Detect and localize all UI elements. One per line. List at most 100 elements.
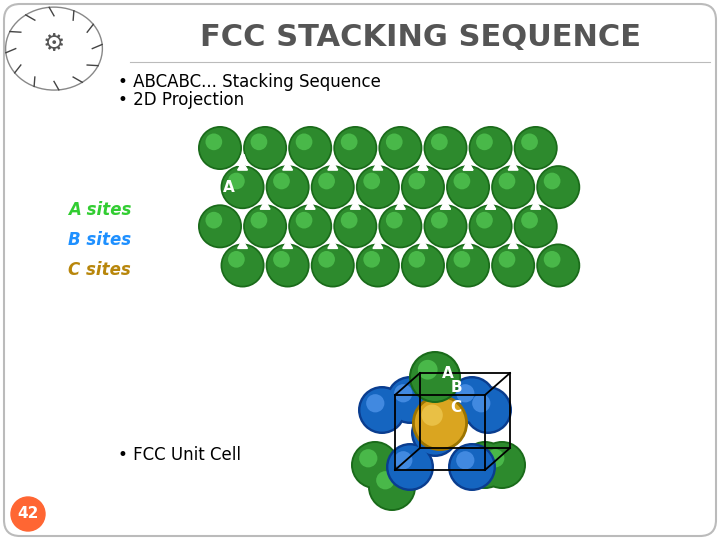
Text: A: A: [223, 180, 235, 194]
Polygon shape: [441, 201, 451, 210]
Circle shape: [376, 471, 395, 489]
Circle shape: [499, 173, 516, 190]
Circle shape: [431, 133, 448, 150]
Polygon shape: [486, 201, 495, 210]
Circle shape: [463, 443, 507, 487]
Circle shape: [401, 244, 445, 287]
Text: A: A: [442, 366, 454, 381]
Circle shape: [516, 206, 556, 247]
Circle shape: [401, 165, 445, 209]
Circle shape: [386, 443, 434, 491]
Circle shape: [386, 212, 402, 228]
Circle shape: [448, 443, 496, 491]
Text: A: A: [237, 154, 248, 169]
Text: C: C: [441, 200, 450, 213]
Circle shape: [11, 497, 45, 531]
Circle shape: [335, 206, 376, 247]
Circle shape: [312, 167, 353, 207]
Circle shape: [245, 206, 285, 247]
Circle shape: [333, 126, 377, 170]
Circle shape: [451, 446, 494, 489]
Text: 42: 42: [17, 507, 39, 522]
Circle shape: [456, 384, 474, 402]
Circle shape: [451, 379, 494, 422]
Circle shape: [356, 165, 400, 209]
Polygon shape: [373, 161, 383, 170]
Circle shape: [386, 133, 402, 150]
Circle shape: [380, 128, 420, 168]
Circle shape: [470, 128, 511, 168]
Circle shape: [341, 212, 358, 228]
Circle shape: [273, 251, 290, 268]
Circle shape: [380, 206, 420, 247]
Polygon shape: [531, 201, 541, 210]
Text: • ABCABC... Stacking Sequence: • ABCABC... Stacking Sequence: [118, 73, 381, 91]
Text: • 2D Projection: • 2D Projection: [118, 91, 244, 109]
Polygon shape: [238, 161, 248, 170]
Circle shape: [467, 388, 510, 431]
Polygon shape: [463, 161, 473, 170]
Circle shape: [251, 212, 267, 228]
Circle shape: [335, 128, 376, 168]
Circle shape: [222, 167, 263, 207]
Polygon shape: [328, 161, 338, 170]
Polygon shape: [441, 201, 451, 210]
Polygon shape: [238, 240, 248, 248]
Circle shape: [446, 244, 490, 287]
Circle shape: [469, 126, 513, 170]
Polygon shape: [508, 240, 518, 248]
Circle shape: [296, 212, 312, 228]
Polygon shape: [418, 161, 428, 170]
Circle shape: [388, 446, 431, 489]
Circle shape: [245, 128, 285, 168]
Circle shape: [311, 165, 355, 209]
Circle shape: [421, 404, 443, 426]
Circle shape: [199, 206, 240, 247]
Circle shape: [419, 417, 438, 435]
Circle shape: [220, 244, 264, 287]
Circle shape: [199, 128, 240, 168]
Circle shape: [351, 441, 399, 489]
Polygon shape: [508, 161, 518, 170]
Circle shape: [388, 379, 431, 422]
Circle shape: [205, 133, 222, 150]
Polygon shape: [463, 240, 473, 248]
Circle shape: [423, 126, 467, 170]
Circle shape: [461, 441, 509, 489]
Polygon shape: [486, 201, 495, 210]
Circle shape: [266, 165, 310, 209]
Text: B: B: [450, 380, 462, 395]
Polygon shape: [283, 240, 292, 248]
Polygon shape: [260, 201, 270, 210]
Polygon shape: [395, 201, 405, 210]
Circle shape: [366, 394, 384, 413]
FancyBboxPatch shape: [4, 4, 716, 536]
Circle shape: [423, 204, 467, 248]
Circle shape: [478, 441, 526, 489]
Circle shape: [536, 244, 580, 287]
Circle shape: [446, 165, 490, 209]
Circle shape: [431, 212, 448, 228]
Circle shape: [469, 449, 487, 468]
Circle shape: [243, 204, 287, 248]
Circle shape: [408, 173, 425, 190]
Circle shape: [290, 206, 330, 247]
Circle shape: [544, 251, 560, 268]
Circle shape: [394, 384, 413, 402]
Circle shape: [493, 245, 534, 286]
Polygon shape: [418, 240, 428, 248]
Text: C: C: [418, 161, 428, 174]
Circle shape: [426, 206, 466, 247]
Circle shape: [456, 451, 474, 469]
Circle shape: [222, 245, 263, 286]
Circle shape: [469, 204, 513, 248]
Polygon shape: [328, 240, 338, 248]
Circle shape: [356, 244, 400, 287]
Circle shape: [448, 167, 488, 207]
Circle shape: [379, 204, 423, 248]
Circle shape: [476, 133, 492, 150]
Circle shape: [415, 398, 465, 448]
Circle shape: [409, 351, 461, 403]
Text: A sites: A sites: [68, 201, 131, 219]
Circle shape: [493, 167, 534, 207]
